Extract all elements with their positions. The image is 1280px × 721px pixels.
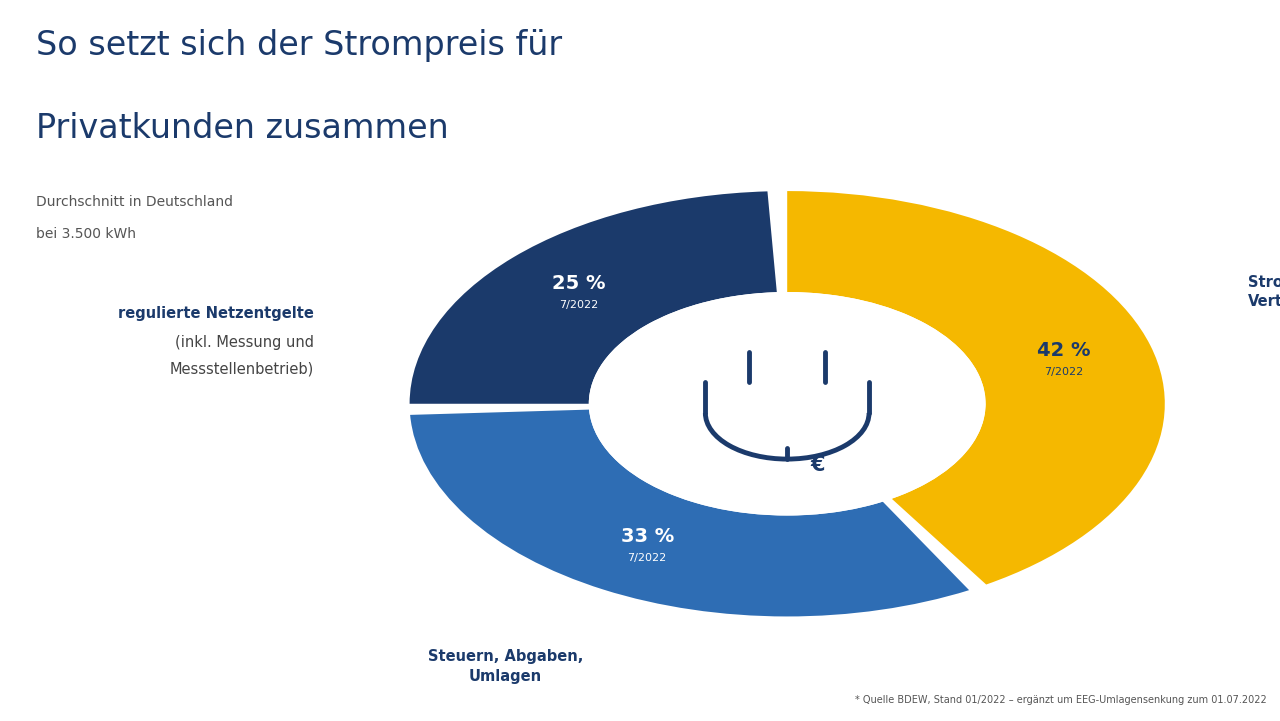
Text: (inkl. Messung und: (inkl. Messung und [174,335,314,350]
Text: Privatkunden zusammen: Privatkunden zusammen [36,112,448,145]
Text: Durchschnitt in Deutschland: Durchschnitt in Deutschland [36,195,233,208]
Text: 7/2022: 7/2022 [627,554,667,564]
Text: Messstellenbetrieb): Messstellenbetrieb) [169,362,314,376]
Text: Steuern, Abgaben,
Umlagen: Steuern, Abgaben, Umlagen [428,649,584,684]
Text: 42 %: 42 % [1037,341,1091,360]
Text: 33 %: 33 % [621,527,673,547]
Text: * Quelle BDEW, Stand 01/2022 – ergänzt um EEG-Umlagensenkung zum 01.07.2022: * Quelle BDEW, Stand 01/2022 – ergänzt u… [855,695,1267,705]
Text: So setzt sich der Strompreis für: So setzt sich der Strompreis für [36,29,562,62]
Text: regulierte Netzentgelte: regulierte Netzentgelte [118,306,314,321]
Text: 7/2022: 7/2022 [1044,367,1084,377]
Wedge shape [410,410,969,616]
Circle shape [589,292,986,516]
Text: €: € [810,455,824,475]
Wedge shape [787,191,1165,585]
Text: Strombeschaffung,
Vertrieb: Strombeschaffung, Vertrieb [1248,275,1280,309]
Text: 7/2022: 7/2022 [558,300,598,310]
Text: 25 %: 25 % [552,274,605,293]
Text: bei 3.500 kWh: bei 3.500 kWh [36,227,136,241]
Wedge shape [410,191,777,404]
